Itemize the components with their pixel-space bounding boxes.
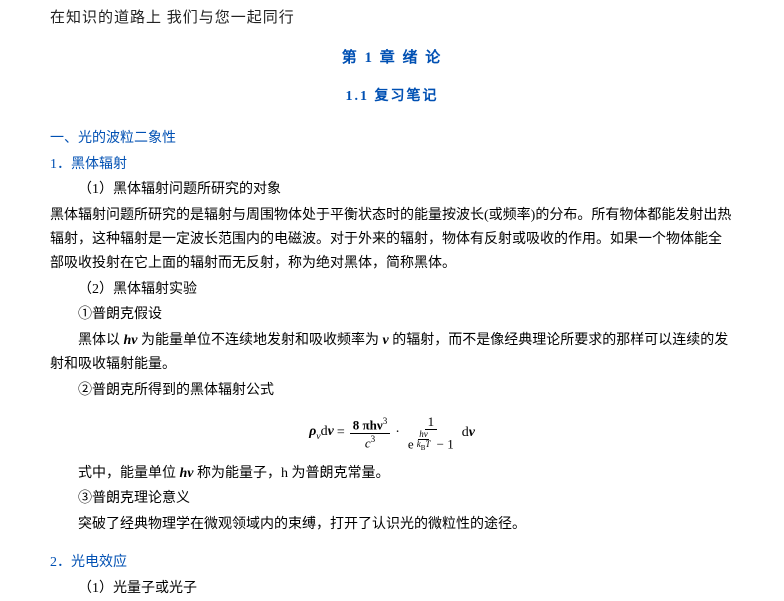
f-d1: d [321,424,328,439]
f-nu2: ν [469,425,475,440]
hv-symbol-2: hν [180,466,194,481]
hv-symbol: hν [124,333,138,348]
t1-p21-a: 黑体以 [78,333,124,348]
f-dot: · [395,421,400,445]
f-d2: d [462,425,469,440]
f-f1-densup: 3 [371,434,376,444]
f-exp-frac: hνkBT [414,430,434,452]
f-tiny-num: hν [419,429,428,439]
f-nu1: ν [328,424,334,439]
f-f1-num: 8 πhν [353,417,383,432]
f-f2-denb: − 1 [433,436,453,451]
topic1-p2-2: ②普朗克所得到的黑体辐射公式 [50,379,734,403]
topic1-p2-2-note: 式中，能量单位 hν 称为能量子，h 为普朗克常量。 [50,462,734,486]
topic1-p2-1-body: 黑体以 hν 为能量单位不连续地发射和吸收频率为 ν 的辐射，而不是像经典理论所… [50,329,734,377]
topic1-p2-1: ①普朗克假设 [50,303,734,327]
topic1-p1-label: （1）黑体辐射问题所研究的对象 [50,178,734,202]
f-frac1: 8 πhν3 c3 [350,416,390,450]
f-frac2: 1 ehνkBT − 1 [405,415,457,452]
topic1-p1-body: 黑体辐射问题所研究的是辐射与周围物体处于平衡状态时的能量按波长(或频率)的分布。… [50,204,734,275]
topic1-p2-3-body: 突破了经典物理学在微观领域内的束缚，打开了认识光的微粒性的途径。 [50,513,734,537]
topic-2-num: 2．光电效应 [50,551,734,575]
f-eq: = [337,421,345,445]
f-f2-num: 1 [425,415,438,430]
f-f1-numsup: 3 [383,416,388,426]
topic1-p2-3: ③普朗克理论意义 [50,487,734,511]
topic1-p2-label: （2）黑体辐射实验 [50,278,734,302]
heading-1: 一、光的波粒二象性 [50,127,734,151]
topic2-p1-label: （1）光量子或光子 [50,577,734,601]
section-title: 1.1 复习笔记 [50,85,734,109]
f-tiny-den2: T [425,439,430,449]
note-a: 式中，能量单位 [78,466,180,481]
page-motto: 在知识的道路上 我们与您一起同行 [50,6,734,32]
topic-1-num: 1．黑体辐射 [50,153,734,177]
planck-formula: ρνdν = 8 πhν3 c3 · 1 ehνkBT − 1 dν [50,415,734,452]
note-b: 称为能量子，h 为普朗克常量。 [194,466,390,481]
t1-p21-b: 为能量单位不连续地发射和吸收频率为 [138,333,383,348]
chapter-title: 第 1 章 绪 论 [50,46,734,72]
